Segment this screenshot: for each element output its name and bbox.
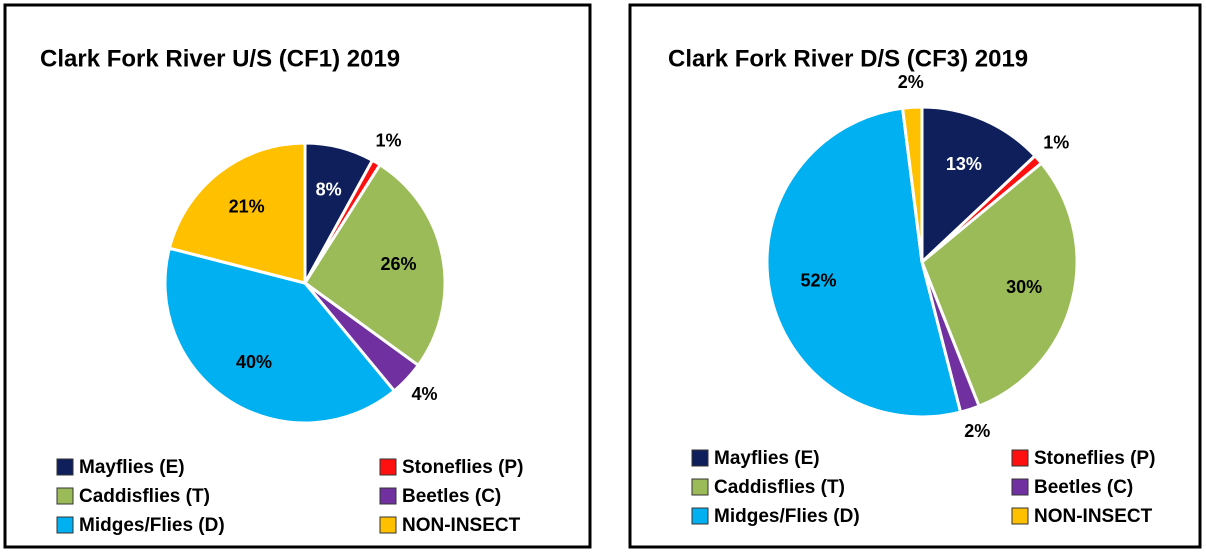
data-label: 52% (800, 271, 836, 291)
pie-slice (900, 105, 924, 263)
data-label: 2% (898, 72, 924, 92)
legend-label: Mayflies (E) (79, 457, 185, 478)
pie-slice (302, 162, 447, 368)
legend-label: Caddisflies (T) (79, 486, 210, 507)
pie-slice (167, 141, 307, 285)
data-label: 30% (1006, 277, 1042, 297)
legend-swatch (691, 478, 709, 496)
legend-swatch (379, 487, 397, 505)
data-label: 1% (375, 131, 401, 151)
legend-swatch (56, 487, 74, 505)
legend-label: Stoneflies (P) (402, 457, 523, 478)
legend-label: Midges/Flies (D) (714, 506, 860, 527)
legend-swatch (56, 458, 74, 476)
legend-label: Midges/Flies (D) (79, 515, 225, 536)
data-label: 1% (1043, 132, 1069, 152)
pie-slice (163, 246, 397, 425)
legend-swatch (1011, 449, 1029, 467)
data-label: 21% (229, 197, 265, 217)
legend-label: Stoneflies (P) (1034, 448, 1155, 469)
legend-label: Caddisflies (T) (714, 477, 845, 498)
pie-slice (920, 105, 1038, 266)
legend-swatch (1011, 478, 1029, 496)
legend-swatch (56, 516, 74, 534)
legend-label: NON-INSECT (1034, 506, 1153, 527)
legend-swatch (691, 507, 709, 525)
legend-label: Mayflies (E) (714, 448, 820, 469)
legend-swatch (379, 458, 397, 476)
legend-swatch (691, 449, 709, 467)
data-label: 4% (412, 384, 438, 404)
legend-label: NON-INSECT (402, 515, 521, 536)
legend-label: Beetles (C) (1034, 477, 1133, 498)
data-label: 13% (946, 154, 982, 174)
data-label: 8% (316, 180, 342, 200)
chart-title: Clark Fork River U/S (CF1) 2019 (40, 45, 400, 72)
legend-label: Beetles (C) (402, 486, 501, 507)
data-label: 2% (964, 421, 990, 441)
data-label: 40% (236, 352, 272, 372)
pie-slice (920, 161, 1079, 409)
data-label: 26% (380, 254, 416, 274)
chart-title: Clark Fork River D/S (CF3) 2019 (668, 45, 1028, 72)
legend-swatch (1011, 507, 1029, 525)
legend-swatch (379, 516, 397, 534)
